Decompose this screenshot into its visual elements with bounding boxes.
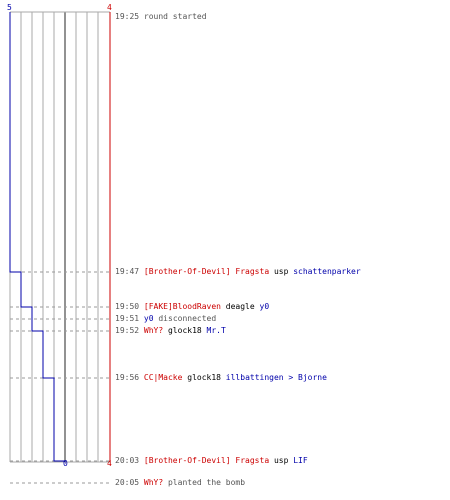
player-team-a: WhY? xyxy=(143,478,164,487)
event-row: 19:50 [FAKE]BloodRaven deagle y0 xyxy=(115,302,269,312)
event-time: 19:25 xyxy=(115,12,144,21)
event-row: 19:52 WhY? glock18 Mr.T xyxy=(115,326,226,336)
grid-lines xyxy=(9,11,110,463)
player-team-b: y0 xyxy=(259,302,270,311)
event-text: disconnected xyxy=(153,314,217,323)
event-text: planted the bomb xyxy=(163,478,246,487)
event-row: 20:05 WhY? planted the bomb xyxy=(115,478,245,488)
team-b-alive-line xyxy=(9,12,66,462)
event-time: 19:56 xyxy=(115,373,144,382)
event-text: round started xyxy=(143,12,207,21)
player-team-b: LIF xyxy=(293,456,308,465)
event-row: 20:03 [Brother-Of-Devil] Fragsta usp LIF xyxy=(115,456,308,466)
event-time: 19:50 xyxy=(115,302,144,311)
player-team-b: y0 xyxy=(143,314,154,323)
event-text: usp xyxy=(269,267,294,276)
event-row: 19:51 y0 disconnected xyxy=(115,314,216,324)
event-time: 19:52 xyxy=(115,326,144,335)
event-text: usp xyxy=(269,456,294,465)
player-team-a: [Brother-Of-Devil] Fragsta xyxy=(143,267,270,276)
event-row: 19:47 [Brother-Of-Devil] Fragsta usp sch… xyxy=(115,267,361,277)
red-scale-top: 4 xyxy=(107,3,112,12)
player-team-b: schattenparker xyxy=(293,267,361,276)
player-team-a: [FAKE]BloodRaven xyxy=(143,302,221,311)
red-scale-bottom: 4 xyxy=(107,459,112,468)
blue-scale-top: 5 xyxy=(7,3,12,12)
event-text: deagle xyxy=(220,302,260,311)
event-row: 19:56 CC|Macke glock18 illbattingen > Bj… xyxy=(115,373,327,383)
event-time: 20:03 xyxy=(115,456,144,465)
event-time: 20:05 xyxy=(115,478,144,487)
player-team-b: illbattingen > Bjorne xyxy=(225,373,327,382)
event-dash-lines xyxy=(10,271,112,484)
event-text: glock18 xyxy=(163,326,207,335)
player-team-a: CC|Macke xyxy=(143,373,183,382)
player-team-b: Mr.T xyxy=(206,326,226,335)
event-time: 19:51 xyxy=(115,314,144,323)
event-text: glock18 xyxy=(182,373,226,382)
event-row: 19:25 round started xyxy=(115,12,207,22)
event-time: 19:47 xyxy=(115,267,144,276)
blue-scale-bottom: 0 xyxy=(63,459,68,468)
player-team-a: WhY? xyxy=(143,326,164,335)
player-team-a: [Brother-Of-Devil] Fragsta xyxy=(143,456,270,465)
